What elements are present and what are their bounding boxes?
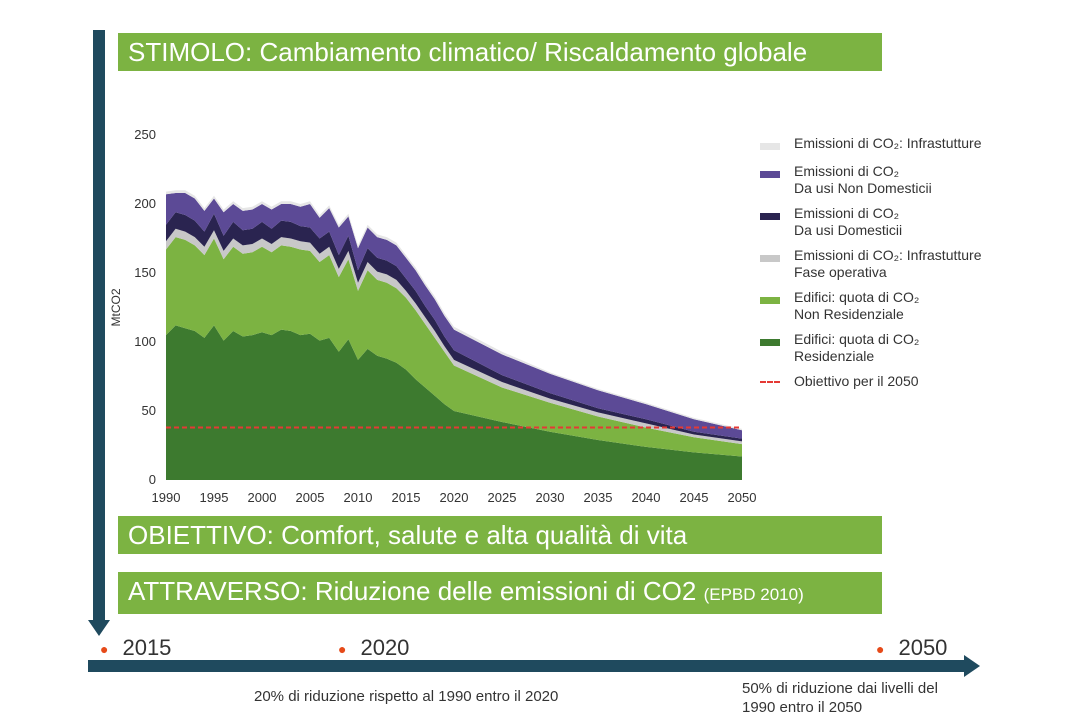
- emissions-chart: 0 50 100 150 200 250 1990 1995 2000 2005 2010 2015 2…: [109, 127, 756, 505]
- x-tick-label: 2015: [392, 490, 421, 505]
- legend-swatch: [760, 213, 780, 220]
- legend-item-target: Obiettivo per il 2050: [760, 373, 1060, 393]
- legend-item-residenziale: Edifici: quota di CO₂ Residenziale: [760, 331, 1060, 365]
- legend-item-infrastrutture: Emissioni di CO₂: Infrastutture: [760, 135, 1060, 155]
- timeline-bar: [88, 660, 968, 672]
- x-tick-label: 1990: [152, 490, 181, 505]
- x-tick-label: 2020: [440, 490, 469, 505]
- x-tick-label: 2025: [488, 490, 517, 505]
- legend-label: Da usi Non Domesticii: [794, 180, 932, 196]
- x-tick-label: 2005: [296, 490, 325, 505]
- legend-item-infra_operativa: Emissioni di CO₂: Infrastutture Fase oper…: [760, 247, 1060, 281]
- timeline-year-label: 2050: [898, 635, 948, 660]
- banner-attraverso-note: (EPBD 2010): [703, 585, 804, 604]
- banner-obiettivo: OBIETTIVO: Comfort, salute e alta qualit…: [118, 516, 882, 554]
- timeline-note-2050-line2: 1990 entro il 2050: [742, 699, 863, 716]
- legend-label: Emissioni di CO₂: [794, 163, 900, 179]
- y-tick-label: 250: [134, 127, 156, 142]
- banner-stimolo-text: STIMOLO: Cambiamento climatico/ Riscalda…: [128, 37, 808, 67]
- timeline-dot: ●: [338, 641, 347, 658]
- legend-label: Fase operativa: [794, 264, 887, 280]
- legend-label: Emissioni di CO₂: Infrastutture: [794, 135, 982, 151]
- x-tick-label: 2045: [680, 490, 709, 505]
- area-residenziale: [166, 325, 742, 480]
- timeline-arrow-head: [964, 655, 980, 677]
- timeline-dot: ●: [100, 641, 109, 658]
- banner-attraverso-text: ATTRAVERSO: Riduzione delle emissioni di…: [128, 576, 697, 606]
- x-tick-label: 2050: [728, 490, 757, 505]
- legend-item-domestici: Emissioni di CO₂ Da usi Domesticii: [760, 205, 1060, 239]
- x-tick-label: 2040: [632, 490, 661, 505]
- legend-item-non_domestici: Emissioni di CO₂ Da usi Non Domesticii: [760, 163, 1060, 197]
- y-tick-label: 150: [134, 265, 156, 280]
- legend-swatch: [760, 255, 780, 262]
- banner-attraverso: ATTRAVERSO: Riduzione delle emissioni di…: [118, 572, 882, 614]
- legend-label: Emissioni di CO₂: [794, 205, 900, 221]
- x-tick-label: 2010: [344, 490, 373, 505]
- legend-swatch: [760, 143, 780, 150]
- timeline-note-2020: 20% di riduzione rispetto al 1990 entro …: [254, 688, 559, 705]
- legend-item-non_residenziale: Edifici: quota di CO₂ Non Residenziale: [760, 289, 1060, 323]
- vertical-flow-arrow: [93, 30, 105, 622]
- timeline-note-2050-line1: 50% di riduzione dai livelli del: [742, 680, 938, 697]
- y-tick-label: 50: [142, 403, 156, 418]
- banner-stimolo: STIMOLO: Cambiamento climatico/ Riscalda…: [118, 33, 882, 71]
- x-tick-label: 2000: [248, 490, 277, 505]
- legend-label: Edifici: quota di CO₂: [794, 331, 920, 347]
- timeline-year-2020: ● 2020: [338, 635, 409, 661]
- area-non_domestici: [166, 193, 742, 439]
- y-tick-label: 0: [149, 472, 156, 487]
- timeline-year-2015: ● 2015: [100, 635, 171, 661]
- y-tick-label: 200: [134, 196, 156, 211]
- timeline-dot: ●: [876, 641, 885, 658]
- legend-label: Non Residenziale: [794, 306, 904, 322]
- legend-label: Obiettivo per il 2050: [794, 373, 919, 389]
- y-tick-label: 100: [134, 334, 156, 349]
- y-axis-label: MtCO2: [109, 288, 123, 326]
- x-tick-label: 2035: [584, 490, 613, 505]
- timeline-year-2050: ● 2050: [876, 635, 947, 661]
- legend-label: Residenziale: [794, 348, 875, 364]
- chart-areas: [166, 190, 742, 480]
- x-tick-label: 1995: [200, 490, 229, 505]
- legend-swatch: [760, 171, 780, 178]
- banner-obiettivo-text: OBIETTIVO: Comfort, salute e alta qualit…: [128, 520, 688, 550]
- legend-label: Da usi Domesticii: [794, 222, 903, 238]
- legend-label: Emissioni di CO₂: Infrastutture: [794, 247, 982, 263]
- chart-legend: Emissioni di CO₂: Infrastutture Emissioni…: [760, 135, 1060, 401]
- chart-axes: 0 50 100 150 200 250 1990 1995 2000 2005 2010 2015 2…: [109, 127, 756, 505]
- vertical-arrow-head: [88, 620, 110, 636]
- legend-swatch: [760, 297, 780, 304]
- timeline-year-label: 2020: [360, 635, 410, 660]
- timeline-year-label: 2015: [122, 635, 172, 660]
- area-non_residenziale: [166, 237, 742, 457]
- legend-swatch: [760, 339, 780, 346]
- legend-swatch: [760, 381, 780, 383]
- x-tick-label: 2030: [536, 490, 565, 505]
- legend-label: Edifici: quota di CO₂: [794, 289, 920, 305]
